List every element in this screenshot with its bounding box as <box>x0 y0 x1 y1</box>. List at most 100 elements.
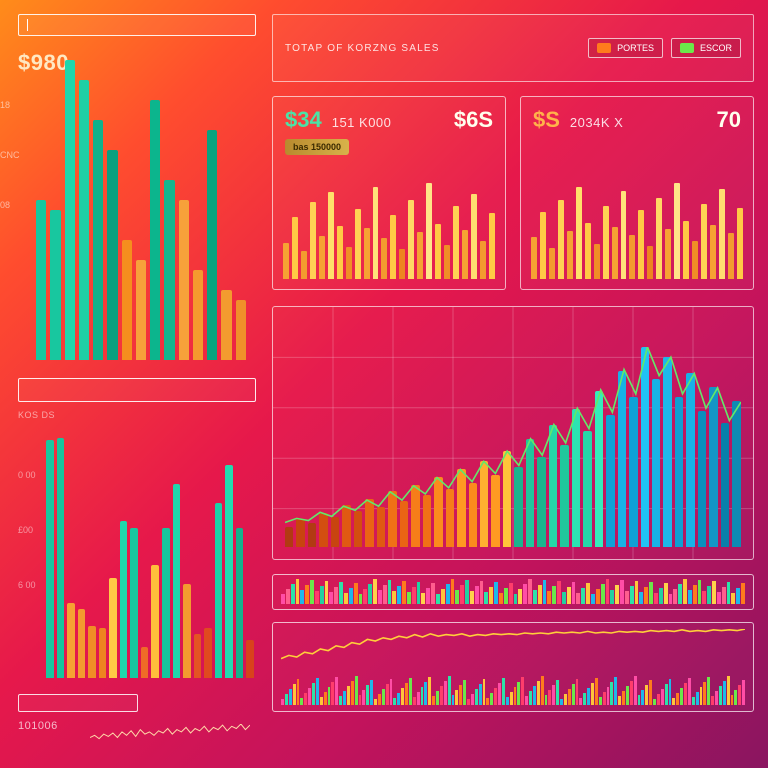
bottom-tick <box>587 688 590 705</box>
strip-tick <box>412 587 416 604</box>
bar <box>225 465 233 678</box>
strip-tick <box>465 580 469 604</box>
bottom-tick <box>556 680 559 705</box>
bottom-tick <box>610 682 613 705</box>
bottom-tick <box>459 685 462 705</box>
bottom-tick <box>599 697 602 705</box>
bar <box>531 237 537 279</box>
bottom-tick <box>607 687 610 705</box>
strip-tick <box>664 583 668 604</box>
bottom-tick <box>281 699 284 705</box>
bottom-tick <box>626 686 629 705</box>
main-chart-panel <box>272 306 754 560</box>
strip-tick <box>446 584 450 604</box>
bar <box>373 187 379 279</box>
bar <box>603 206 609 279</box>
bottom-tick <box>293 684 296 705</box>
search-input[interactable] <box>18 14 256 36</box>
bar <box>301 251 307 279</box>
strip-tick <box>707 586 711 604</box>
bottom-tick <box>514 687 517 705</box>
strip-tick <box>460 585 464 604</box>
bottom-tick <box>521 677 524 705</box>
bottom-tick <box>440 686 443 705</box>
bottom-tick <box>448 676 451 705</box>
bottom-tick <box>731 695 734 705</box>
bottom-tick <box>289 689 292 705</box>
strip-tick <box>586 583 590 604</box>
bottom-tick <box>393 698 396 705</box>
strip-tick <box>591 594 595 604</box>
strip-tick <box>480 581 484 604</box>
bottom-tick <box>672 698 675 705</box>
bottom-tick <box>339 696 342 705</box>
bottom-tick <box>661 689 664 705</box>
bottom-tick <box>533 686 536 705</box>
strip-tick <box>310 580 314 604</box>
dashboard-root: $980 18CNC08 KOS DS 0 00£006 00 101006 T… <box>0 0 768 768</box>
bottom-tick <box>506 697 509 705</box>
bottom-tick <box>347 686 350 705</box>
strip-tick <box>736 588 740 604</box>
bar <box>629 235 635 279</box>
header-chip[interactable]: PORTES <box>588 38 663 58</box>
bottom-tick-bars <box>281 669 745 705</box>
bottom-tick <box>703 682 706 705</box>
strip-tick <box>717 592 721 604</box>
left-section-label: KOS DS <box>18 410 55 420</box>
strip-tick <box>727 582 731 604</box>
bar <box>328 192 334 279</box>
strip-tick <box>475 586 479 604</box>
strip-tick <box>315 591 319 604</box>
strip-tick <box>712 581 716 604</box>
strip-tick <box>363 589 367 604</box>
bar <box>665 229 671 279</box>
strip-tick <box>344 593 348 604</box>
kpi-card[interactable]: $S2034K X70 <box>520 96 754 290</box>
card-bar-chart <box>531 183 743 279</box>
card-mid: 2034K X <box>570 115 623 130</box>
bar <box>236 528 244 678</box>
bar <box>585 223 591 279</box>
header-panel: TOTAP OF KORZNG SALES PORTESESCOR <box>272 14 754 82</box>
bar <box>162 528 170 678</box>
bar <box>88 626 96 678</box>
strip-tick <box>334 587 338 604</box>
bar <box>540 212 546 279</box>
strip-tick <box>659 588 663 604</box>
strip-tick <box>615 585 619 604</box>
bar <box>319 236 325 279</box>
bar <box>549 248 555 279</box>
bar <box>99 628 107 678</box>
bottom-tick <box>727 676 730 705</box>
bottom-tick <box>579 698 582 705</box>
left-divider-box[interactable] <box>18 378 256 402</box>
bottom-tick <box>285 694 288 705</box>
strip-tick <box>649 582 653 604</box>
kpi-cards-row: $34151 K000$6Sbas 150000$S2034K X70 <box>272 96 754 290</box>
left-footer-sparkline <box>90 724 250 742</box>
bottom-tick <box>537 681 540 705</box>
bottom-tick <box>723 681 726 705</box>
bar <box>183 584 191 678</box>
strip-tick <box>606 579 610 604</box>
bottom-tick <box>463 680 466 705</box>
strip-tick <box>329 592 333 604</box>
strip-tick <box>291 584 295 604</box>
header-chip[interactable]: ESCOR <box>671 38 741 58</box>
bottom-tick <box>692 697 695 705</box>
bottom-tick <box>541 676 544 705</box>
axis-label: 6 00 <box>18 580 36 635</box>
bar <box>453 206 459 279</box>
strip-tick <box>533 590 537 604</box>
strip-tick <box>504 588 508 604</box>
kpi-card[interactable]: $34151 K000$6Sbas 150000 <box>272 96 506 290</box>
strip-tick <box>514 594 518 604</box>
bar <box>67 603 75 678</box>
left-footer-box[interactable] <box>18 694 138 712</box>
bottom-tick <box>622 691 625 705</box>
bottom-tick <box>417 692 420 705</box>
bar <box>471 194 477 279</box>
bar <box>489 213 495 279</box>
bottom-tick <box>432 696 435 705</box>
